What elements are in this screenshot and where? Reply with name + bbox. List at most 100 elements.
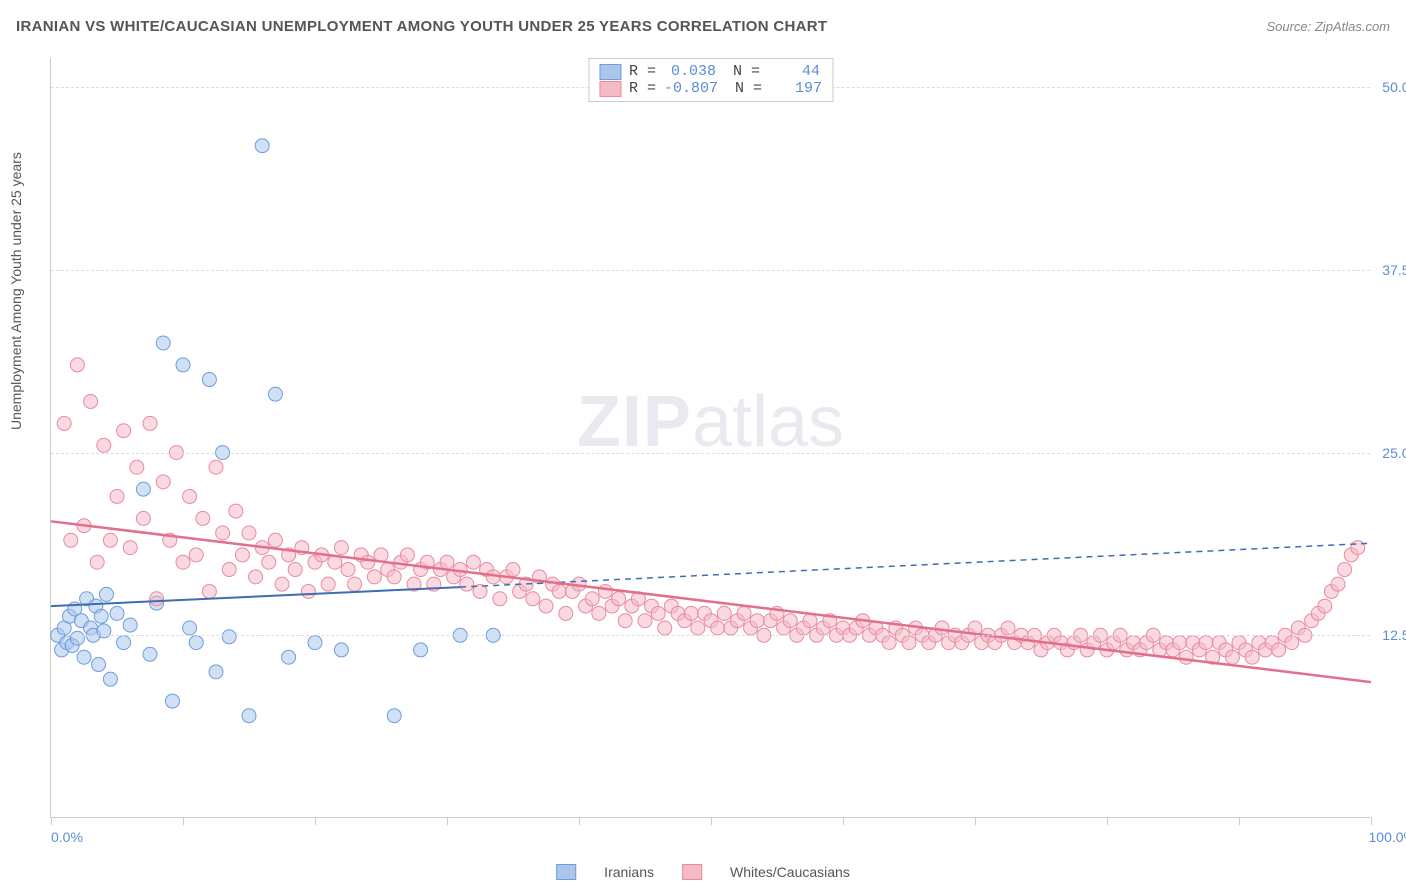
trend-line xyxy=(460,543,1371,587)
data-point xyxy=(262,555,276,569)
data-point xyxy=(268,387,282,401)
chart-header: IRANIAN VS WHITE/CAUCASIAN UNEMPLOYMENT … xyxy=(16,18,1390,35)
data-point xyxy=(103,672,117,686)
data-point xyxy=(209,460,223,474)
data-point xyxy=(711,621,725,635)
data-point xyxy=(235,548,249,562)
data-point xyxy=(526,592,540,606)
data-point xyxy=(70,358,84,372)
data-point xyxy=(1001,621,1015,635)
data-point xyxy=(189,548,203,562)
x-tick xyxy=(1239,817,1240,825)
data-point xyxy=(1351,541,1365,555)
data-point xyxy=(691,621,705,635)
data-point xyxy=(282,650,296,664)
x-tick xyxy=(51,817,52,825)
data-point xyxy=(143,416,157,430)
data-point xyxy=(308,636,322,650)
y-tick-label: 12.5% xyxy=(1382,627,1406,643)
x-tick xyxy=(579,817,580,825)
data-point xyxy=(117,636,131,650)
data-point xyxy=(334,643,348,657)
stat-label-n: N = xyxy=(724,63,760,80)
data-point xyxy=(1272,643,1286,657)
data-point xyxy=(136,511,150,525)
data-point xyxy=(301,584,315,598)
data-point xyxy=(189,636,203,650)
data-point xyxy=(1225,650,1239,664)
data-point xyxy=(348,577,362,591)
trend-line xyxy=(51,521,1371,682)
data-point xyxy=(209,665,223,679)
data-point xyxy=(242,526,256,540)
data-point xyxy=(57,416,71,430)
data-point xyxy=(361,555,375,569)
swatch-iranians-icon xyxy=(599,64,621,80)
data-point xyxy=(1318,599,1332,613)
data-point xyxy=(99,587,113,601)
data-point xyxy=(367,570,381,584)
x-tick xyxy=(711,817,712,825)
x-tick-label-min: 0.0% xyxy=(51,829,83,845)
data-point xyxy=(1245,650,1259,664)
data-point xyxy=(440,555,454,569)
data-point xyxy=(539,599,553,613)
data-point xyxy=(165,694,179,708)
x-tick xyxy=(183,817,184,825)
legend-swatch-a-icon xyxy=(556,864,576,880)
data-point xyxy=(143,647,157,661)
data-point xyxy=(84,394,98,408)
x-tick xyxy=(1107,817,1108,825)
data-point xyxy=(1338,563,1352,577)
data-point xyxy=(717,606,731,620)
data-point xyxy=(506,563,520,577)
data-point xyxy=(249,570,263,584)
data-point xyxy=(229,504,243,518)
data-point xyxy=(387,570,401,584)
data-point xyxy=(123,541,137,555)
y-tick-label: 25.0% xyxy=(1382,445,1406,461)
stat-n-b: 197 xyxy=(770,80,822,97)
data-point xyxy=(1285,636,1299,650)
data-point xyxy=(150,592,164,606)
data-point xyxy=(750,614,764,628)
y-tick-label: 37.5% xyxy=(1382,262,1406,278)
swatch-whites-icon xyxy=(599,81,621,97)
data-point xyxy=(658,621,672,635)
bottom-legend: Iranians Whites/Caucasians xyxy=(556,864,850,880)
data-point xyxy=(94,609,108,623)
data-point xyxy=(493,592,507,606)
data-point xyxy=(592,606,606,620)
data-point xyxy=(882,636,896,650)
data-point xyxy=(130,460,144,474)
chart-container: IRANIAN VS WHITE/CAUCASIAN UNEMPLOYMENT … xyxy=(0,0,1406,892)
data-point xyxy=(684,606,698,620)
legend-label-a: Iranians xyxy=(604,864,654,880)
stats-row-a: R = 0.038 N = 44 xyxy=(599,63,822,80)
data-point xyxy=(414,643,428,657)
x-tick xyxy=(843,817,844,825)
y-tick-label: 50.0% xyxy=(1382,79,1406,95)
gridline xyxy=(51,635,1370,636)
gridline xyxy=(51,270,1370,271)
data-point xyxy=(1199,636,1213,650)
data-point xyxy=(783,614,797,628)
data-point xyxy=(902,636,916,650)
data-point xyxy=(1331,577,1345,591)
data-point xyxy=(275,577,289,591)
data-point xyxy=(202,373,216,387)
data-point xyxy=(77,650,91,664)
data-point xyxy=(103,533,117,547)
data-point xyxy=(460,577,474,591)
legend-label-b: Whites/Caucasians xyxy=(730,864,850,880)
chart-source: Source: ZipAtlas.com xyxy=(1266,19,1390,34)
data-point xyxy=(598,584,612,598)
stats-legend-box: R = 0.038 N = 44 R = -0.807 N = 197 xyxy=(588,58,833,102)
data-point xyxy=(585,592,599,606)
x-tick xyxy=(315,817,316,825)
chart-title: IRANIAN VS WHITE/CAUCASIAN UNEMPLOYMENT … xyxy=(16,18,827,35)
data-point xyxy=(242,709,256,723)
stat-r-a: 0.038 xyxy=(664,63,716,80)
legend-swatch-b-icon xyxy=(682,864,702,880)
data-point xyxy=(216,526,230,540)
